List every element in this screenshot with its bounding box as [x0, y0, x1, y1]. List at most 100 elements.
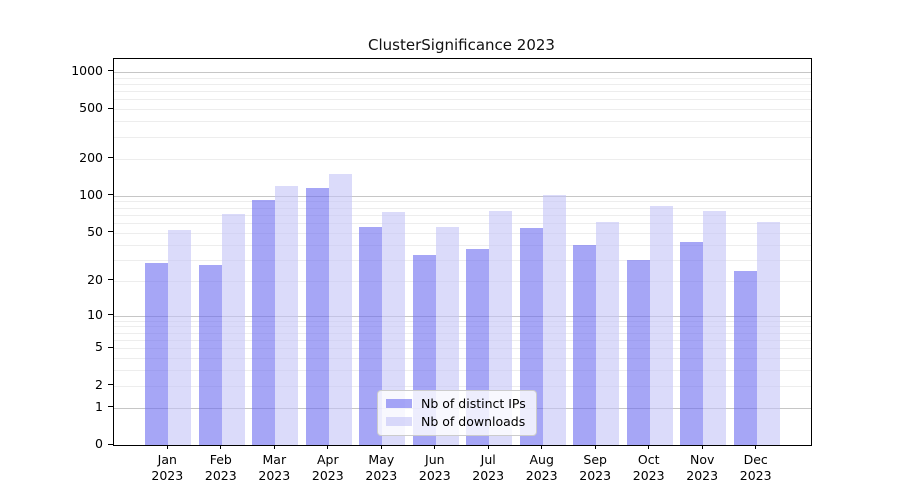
gridline	[114, 214, 811, 216]
y-tick-label: 5	[95, 339, 103, 355]
bar-downloads	[649, 205, 673, 445]
gridline	[114, 339, 811, 341]
y-tick-label: 0	[95, 436, 103, 451]
x-tick-mark	[380, 445, 382, 449]
x-tick-month: Nov	[689, 452, 715, 467]
x-tick-mark	[701, 445, 703, 449]
y-tick-mark	[108, 346, 113, 348]
x-tick-year: 2023	[686, 468, 719, 483]
x-tick-label: Jul 2023	[460, 452, 516, 484]
x-tick-month: May	[368, 452, 395, 467]
gridline	[114, 207, 811, 209]
x-tick-month: Feb	[209, 452, 232, 467]
y-tick-mark	[108, 107, 113, 109]
x-tick-label: Feb 2023	[193, 452, 249, 484]
legend: Nb of distinct IPs Nb of downloads	[377, 390, 537, 436]
bar-downloads	[596, 222, 620, 445]
gridline	[114, 109, 811, 111]
legend-row-distinct-ips: Nb of distinct IPs	[386, 396, 526, 411]
y-tick-mark	[108, 279, 113, 281]
y-tick-label: 200	[79, 149, 103, 165]
gridline	[114, 370, 811, 372]
y-tick-label: 1000	[71, 62, 103, 78]
y-tick-mark	[108, 406, 113, 408]
bar-distinct-ips	[359, 226, 383, 445]
y-tick-mark	[108, 314, 113, 315]
y-tick-mark	[108, 231, 113, 233]
bar-downloads	[168, 229, 192, 445]
gridline	[114, 201, 811, 203]
bar-distinct-ips	[145, 263, 169, 445]
x-tick-label: Nov 2023	[674, 452, 730, 484]
y-tick-label: 10	[87, 306, 103, 322]
bar-distinct-ips	[305, 188, 329, 445]
gridline	[114, 99, 811, 101]
gridline	[114, 121, 811, 123]
gridline	[114, 244, 811, 246]
gridline	[114, 320, 811, 322]
bar-downloads	[275, 186, 299, 445]
y-tick-mark	[108, 443, 113, 445]
x-tick-mark	[648, 445, 650, 449]
x-tick-mark	[166, 445, 168, 449]
x-tick-year: 2023	[472, 468, 505, 483]
gridline	[114, 232, 811, 234]
x-tick-mark	[487, 445, 489, 449]
bar-downloads	[489, 211, 513, 445]
x-tick-month: Mar	[262, 452, 287, 467]
x-tick-month: Aug	[529, 452, 554, 467]
x-tick-year: 2023	[632, 468, 665, 483]
x-tick-year: 2023	[418, 468, 451, 483]
x-tick-label: May 2023	[353, 452, 409, 484]
x-tick-mark	[327, 445, 329, 449]
x-tick-label: Sep 2023	[567, 452, 623, 484]
gridline	[114, 332, 811, 334]
x-tick-mark	[220, 445, 222, 449]
legend-swatch-downloads-icon	[386, 417, 412, 426]
bar-downloads	[756, 222, 780, 445]
y-tick-mark	[108, 194, 113, 196]
gridline	[114, 385, 811, 387]
gridline	[114, 158, 811, 160]
x-tick-year: 2023	[739, 468, 772, 483]
x-tick-label: Oct 2023	[621, 452, 677, 484]
y-tick-label: 100	[79, 186, 103, 202]
bar-distinct-ips	[198, 265, 222, 445]
x-tick-label: Jun 2023	[407, 452, 463, 484]
bar-distinct-ips	[733, 271, 757, 445]
plot-area: Nb of distinct IPs Nb of downloads	[113, 58, 812, 446]
bar-distinct-ips	[573, 244, 597, 445]
legend-row-downloads: Nb of downloads	[386, 414, 526, 429]
x-tick-mark	[434, 445, 436, 449]
gridline	[114, 91, 811, 93]
x-tick-year: 2023	[365, 468, 398, 483]
x-tick-month: Jun	[425, 452, 445, 467]
x-tick-mark	[273, 445, 275, 449]
x-tick-mark	[541, 445, 543, 449]
chart-title: ClusterSignificance 2023	[368, 36, 555, 54]
bar-distinct-ips	[626, 259, 650, 445]
bar-downloads	[703, 211, 727, 445]
x-tick-year: 2023	[579, 468, 612, 483]
gridline	[114, 315, 811, 317]
gridline	[114, 83, 811, 85]
gridline	[114, 259, 811, 261]
x-tick-year: 2023	[258, 468, 291, 483]
gridline	[114, 358, 811, 360]
gridline	[114, 195, 811, 197]
gridline	[114, 71, 811, 73]
x-tick-label: Apr 2023	[300, 452, 356, 484]
legend-label-downloads: Nb of downloads	[421, 414, 526, 429]
x-tick-month: Dec	[743, 452, 768, 467]
bar-downloads	[382, 211, 406, 445]
legend-label-distinct-ips: Nb of distinct IPs	[421, 396, 526, 411]
bar-downloads	[221, 214, 245, 445]
x-tick-mark	[755, 445, 757, 449]
x-tick-month: Jul	[480, 452, 496, 467]
y-tick-label: 50	[87, 223, 103, 239]
y-tick-mark	[108, 384, 113, 386]
x-tick-month: Apr	[316, 452, 339, 467]
x-tick-label: Aug 2023	[514, 452, 570, 484]
y-tick-label: 1	[95, 398, 103, 414]
